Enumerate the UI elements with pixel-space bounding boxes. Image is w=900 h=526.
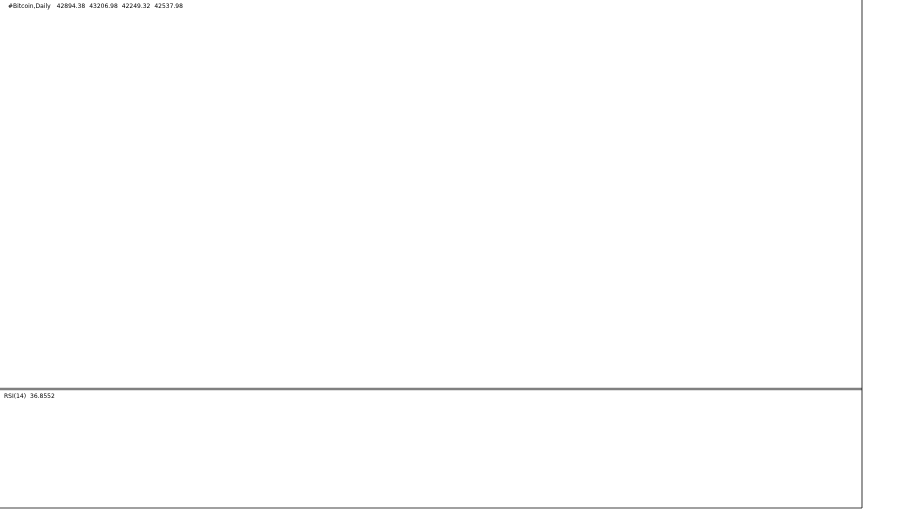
chart-title: #Bitcoin,Daily 42894.38 43206.98 42249.3… — [8, 3, 183, 10]
labels: #Bitcoin,Daily 42894.38 43206.98 42249.3… — [4, 3, 183, 400]
rsi-name: RSI(14) — [4, 393, 26, 400]
close-value: 42537.98 — [154, 3, 183, 10]
low-value: 42249.32 — [122, 3, 151, 10]
open-value: 42894.38 — [57, 3, 86, 10]
symbol: #Bitcoin,Daily — [8, 3, 51, 10]
high-value: 43206.98 — [89, 3, 118, 10]
rsi-title: RSI(14) 36.8552 — [4, 393, 55, 400]
rsi-value: 36.8552 — [30, 393, 55, 400]
